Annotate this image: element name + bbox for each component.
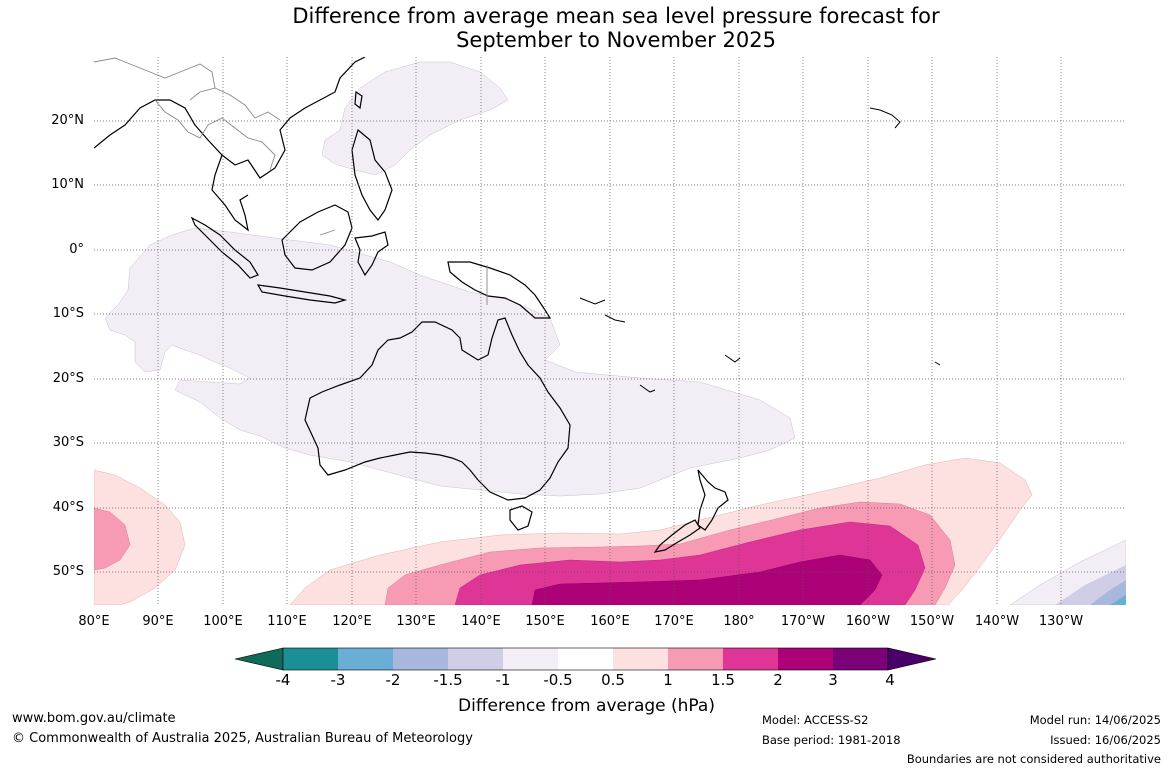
lon-label-120e: 120°E — [332, 614, 372, 629]
colorbar-segment — [833, 648, 888, 670]
lon-label-110e: 110°E — [267, 614, 307, 629]
pacific-islands — [579, 107, 941, 393]
map-title: Difference from average mean sea level p… — [0, 4, 1173, 52]
lon-label-180: 180° — [723, 614, 755, 629]
lon-label-160e: 160°E — [590, 614, 630, 629]
colorbar — [234, 647, 937, 671]
lon-label-130w: 130°W — [1038, 614, 1084, 629]
colorbar-segment — [668, 648, 723, 670]
model-name: Model: ACCESS-S2 — [762, 713, 869, 727]
colorbar-segment — [613, 648, 668, 670]
java-coast — [256, 284, 348, 304]
new-zealand-north-coast — [697, 469, 729, 531]
colorbar-extend-max — [887, 647, 937, 671]
title-line-1: Difference from average mean sea level p… — [292, 4, 940, 28]
colorbar-segment — [393, 648, 448, 670]
lon-label-170e: 170°E — [654, 614, 694, 629]
tasmania-coast — [509, 505, 533, 531]
copyright: © Commonwealth of Australia 2025, Austra… — [12, 731, 473, 746]
lon-label-80e: 80°E — [78, 614, 110, 629]
contour-negative-tropics — [104, 227, 796, 497]
new-guinea-coast — [447, 261, 552, 319]
colorbar-segment — [558, 648, 613, 670]
colorbar-outline — [282, 647, 889, 671]
lat-label-30s: 30°S — [52, 435, 84, 450]
graticule — [94, 57, 1126, 605]
colorbar-tick-label: -1.5 — [433, 671, 463, 689]
lon-label-170w: 170°W — [780, 614, 826, 629]
colorbar-tick-label: 4 — [885, 671, 895, 689]
sumatra-coast — [190, 216, 259, 279]
issued-date: Issued: 16/06/2025 — [1050, 733, 1161, 747]
colorbar-tick-label: -2 — [385, 671, 401, 689]
lon-label-140w: 140°W — [974, 614, 1020, 629]
colorbar-extend-min — [234, 647, 284, 671]
lat-label-20n: 20°N — [51, 113, 84, 128]
lon-label-150w: 150°W — [909, 614, 955, 629]
lon-label-130e: 130°E — [396, 614, 436, 629]
contour-2-to-3 — [531, 554, 883, 605]
colorbar-tick-label: -1 — [495, 671, 511, 689]
contour-negative-north — [321, 61, 509, 176]
colorbar-tick-label: 0.5 — [601, 671, 625, 689]
contour-southeast-2 — [1090, 580, 1126, 605]
new-zealand-south-coast — [653, 519, 701, 553]
contour-southeast-3 — [1110, 595, 1126, 605]
sulawesi-coast — [354, 231, 389, 277]
colorbar-tick-label: 3 — [828, 671, 838, 689]
lat-label-10n: 10°N — [51, 177, 84, 192]
disclaimer: Boundaries are not considered authoritat… — [906, 752, 1161, 766]
model-run: Model run: 14/06/2025 — [1029, 713, 1161, 727]
title-line-2: September to November 2025 — [456, 28, 776, 52]
lon-label-150e: 150°E — [525, 614, 565, 629]
colorbar-tick-label: -4 — [275, 671, 291, 689]
colorbar-title: Difference from average (hPa) — [458, 696, 715, 716]
colorbar-tick-label: 1.5 — [711, 671, 735, 689]
colorbar-segment — [283, 648, 338, 670]
lat-label-0: 0° — [69, 242, 84, 257]
lat-label-50s: 50°S — [52, 564, 84, 579]
lon-label-160w: 160°W — [845, 614, 891, 629]
colorbar-segment — [448, 648, 503, 670]
colorbar-segment — [503, 648, 558, 670]
colorbar-segment — [338, 648, 393, 670]
colorbar-tick-label: 1 — [663, 671, 673, 689]
lon-label-140e: 140°E — [461, 614, 501, 629]
base-period: Base period: 1981-2018 — [762, 733, 901, 747]
borneo-coast — [281, 204, 353, 271]
colorbar-tick-label: -3 — [330, 671, 346, 689]
colorbar-tick-label: -0.5 — [543, 671, 573, 689]
philippines-coast — [351, 128, 393, 222]
australia-coast — [304, 317, 571, 501]
lon-label-90e: 90°E — [142, 614, 174, 629]
lat-label-20s: 20°S — [52, 371, 84, 386]
colorbar-segment — [723, 648, 778, 670]
contour-west-1-to-1.5 — [94, 507, 131, 571]
contour-positive-west — [94, 469, 186, 605]
lat-label-40s: 40°S — [52, 500, 84, 515]
lat-label-10s: 10°S — [52, 306, 84, 321]
website-link[interactable]: www.bom.gov.au/climate — [12, 711, 176, 726]
se-asia-coast — [94, 57, 366, 232]
colorbar-segment — [778, 648, 833, 670]
lon-label-100e: 100°E — [203, 614, 243, 629]
colorbar-tick-label: 2 — [773, 671, 783, 689]
country-borders — [94, 57, 488, 305]
coastlines — [94, 57, 729, 553]
taiwan-coast — [354, 90, 363, 110]
